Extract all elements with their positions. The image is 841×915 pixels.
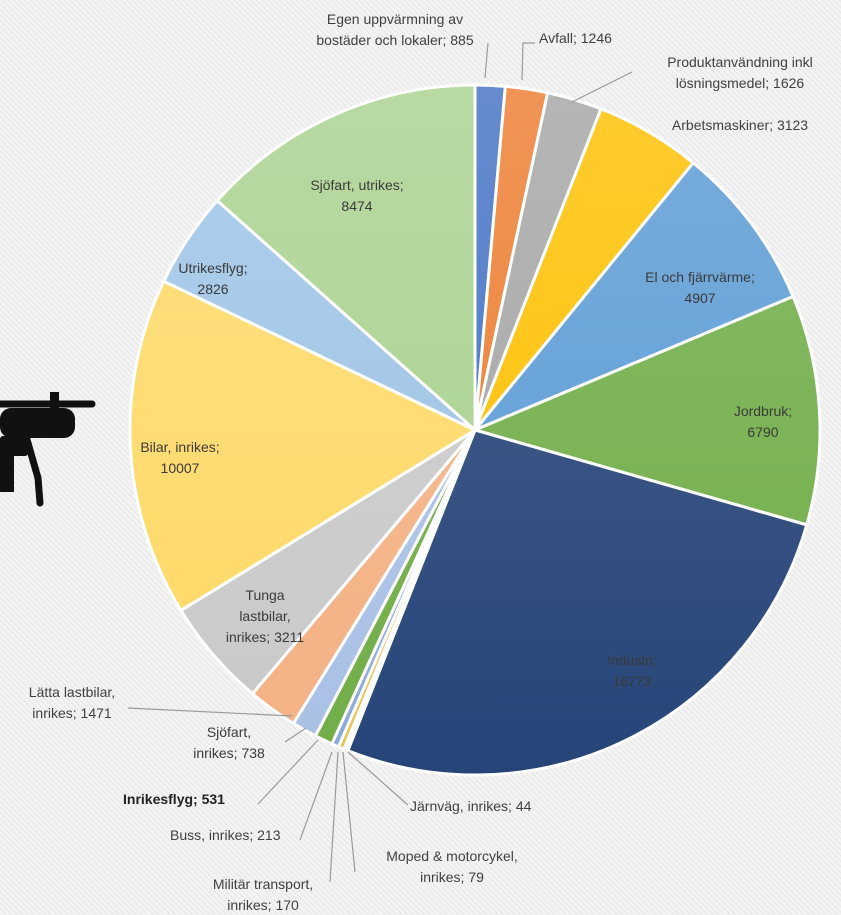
leader-line-buss-inrikes: [299, 751, 333, 841]
data-label-militar-transport-inrikes: Militär transport, inrikes; 170: [213, 876, 313, 913]
data-labels: Egen uppvärmning av bostäder och lokaler;…: [29, 11, 813, 913]
data-label-line: inrikes; 170: [227, 897, 299, 913]
data-label-latta-lastbilar-inrikes: Lätta lastbilar, inrikes; 1471: [29, 684, 115, 721]
data-label-sjofart-utrikes: Sjöfart, utrikes; 8474: [310, 177, 403, 214]
data-label-line: Egen uppvärmning av: [327, 11, 463, 27]
leader-line-egen-uppvarmning-av-bostader-och-lokaler: [484, 42, 489, 79]
data-label-moped-motorcykel-inrikes: Moped & motorcykel, inrikes; 79: [386, 848, 518, 885]
data-label-line: lastbilar,: [239, 608, 290, 624]
data-label-line: Buss, inrikes; 213: [170, 827, 281, 843]
data-label-line: Lätta lastbilar,: [29, 684, 115, 700]
data-label-sjofart-inrikes: Sjöfart, inrikes; 738: [193, 724, 265, 761]
leader-line-produktanvandning-inkl-losningsmedel: [571, 71, 633, 103]
data-label-line: Järnväg, inrikes; 44: [410, 798, 532, 814]
data-label-line: inrikes; 1471: [32, 705, 112, 721]
data-label-egen-uppvarmning-av-bostader-och-lokaler: Egen uppvärmning av bostäder och lokaler;…: [316, 11, 473, 48]
data-label-bilar-inrikes: Bilar, inrikes; 10007: [140, 439, 219, 476]
data-label-line: Jordbruk;: [734, 403, 792, 419]
data-label-industri: Industri; 16773: [607, 652, 657, 689]
data-label-line: Inrikesflyg; 531: [123, 791, 225, 807]
data-label-line: lösningsmedel; 1626: [676, 75, 805, 91]
leader-line-inrikesflyg: [257, 739, 319, 805]
leader-line-sjofart-inrikes: [284, 727, 307, 743]
leader-lines: [127, 42, 633, 883]
data-label-line: Moped & motorcykel,: [386, 848, 518, 864]
data-label-line: inrikes; 3211: [226, 629, 305, 645]
data-label-line: 8474: [341, 198, 372, 214]
data-label-line: inrikes; 79: [420, 869, 484, 885]
data-label-line: 10007: [161, 460, 200, 476]
data-label-line: 6790: [747, 424, 778, 440]
data-label-inrikesflyg: Inrikesflyg; 531: [123, 791, 225, 807]
data-label-jarnvag-inrikes: Järnväg, inrikes; 44: [410, 798, 532, 814]
data-label-buss-inrikes: Buss, inrikes; 213: [170, 827, 281, 843]
leader-line-moped-motorcykel-inrikes: [342, 751, 356, 873]
data-label-produktanvandning-inkl-losningsmedel: Produktanvändning inkl lösningsmedel; 162…: [667, 54, 813, 91]
data-label-line: Militär transport,: [213, 876, 313, 892]
data-label-arbetsmaskiner: Arbetsmaskiner; 3123: [672, 117, 808, 133]
pie-slices: [128, 83, 822, 777]
data-label-line: Produktanvändning inkl: [667, 54, 813, 70]
data-label-line: Industri;: [607, 652, 657, 668]
data-label-line: Bilar, inrikes;: [140, 439, 219, 455]
data-label-line: 16773: [613, 673, 652, 689]
leader-line-latta-lastbilar-inrikes: [127, 707, 293, 717]
data-label-line: Arbetsmaskiner; 3123: [672, 117, 808, 133]
leader-line-jarnvag-inrikes: [347, 751, 409, 806]
data-label-line: Sjöfart,: [207, 724, 251, 740]
data-label-line: 4907: [684, 290, 715, 306]
data-label-line: Tunga: [245, 587, 284, 603]
data-label-el-och-fjarrvarme: El och fjärrvärme; 4907: [645, 269, 755, 306]
data-label-line: bostäder och lokaler; 885: [316, 32, 473, 48]
data-label-line: Avfall; 1246: [539, 30, 612, 46]
leader-line-militar-transport-inrikes: [329, 751, 339, 883]
data-label-line: El och fjärrvärme;: [645, 269, 755, 285]
data-label-tunga-lastbilar-inrikes: Tunga lastbilar, inrikes; 3211: [226, 587, 305, 645]
data-label-line: Utrikesflyg;: [178, 260, 247, 276]
data-label-line: inrikes; 738: [193, 745, 265, 761]
data-label-utrikesflyg: Utrikesflyg; 2826: [178, 260, 247, 297]
data-label-jordbruk: Jordbruk; 6790: [734, 403, 792, 440]
data-label-avfall: Avfall; 1246: [539, 30, 612, 46]
drone-icon: [0, 392, 96, 507]
leader-line-avfall: [521, 42, 535, 81]
data-label-line: 2826: [197, 281, 228, 297]
data-label-line: Sjöfart, utrikes;: [310, 177, 403, 193]
